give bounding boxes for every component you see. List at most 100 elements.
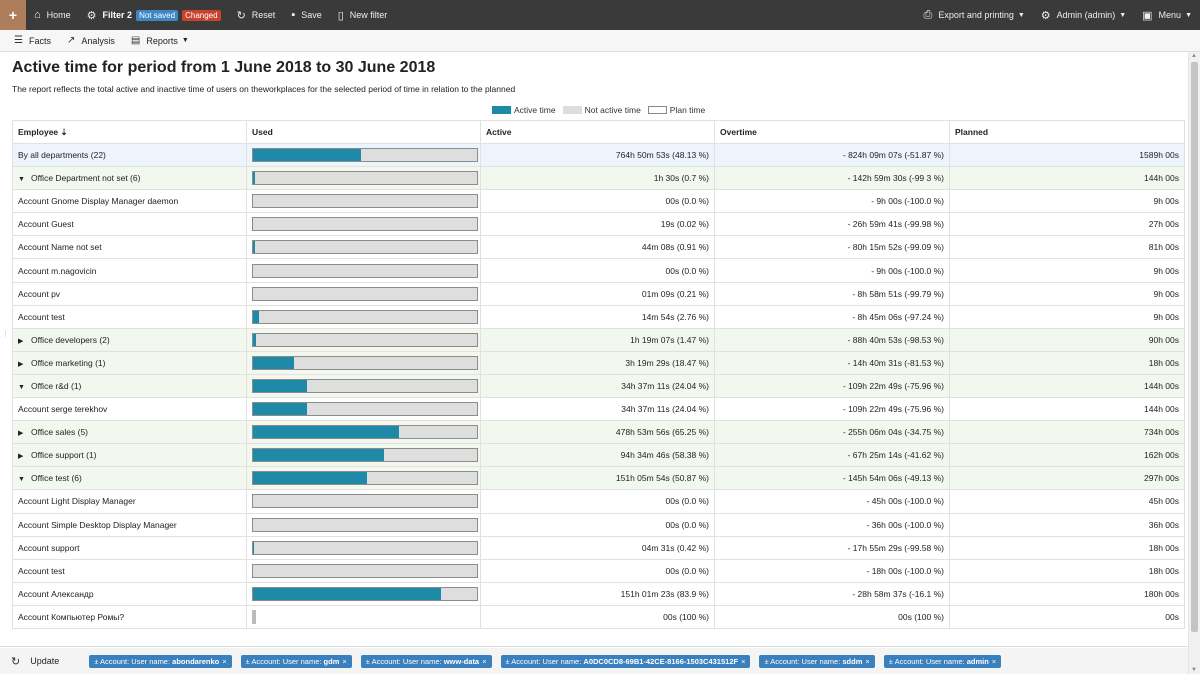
table-row: Account serge terekhov 34h 37m 11s (24.04… [12, 397, 1185, 422]
home-label: Home [46, 10, 71, 20]
employee-cell: ▼ Office Department not set (6) [12, 166, 247, 191]
planned-cell: 36h 00s [949, 512, 1185, 537]
overtime-cell: - 9h 00s (-100.0 %) [714, 258, 950, 283]
filter-chip-prefix: ± Account: User name: [365, 656, 444, 666]
expand-icon[interactable]: ▶ [18, 453, 24, 461]
table-row: Account test 14m 54s (2.76 %) - 8h 45m 06s… [12, 304, 1185, 329]
column-overtime[interactable]: Overtime [714, 120, 950, 144]
group-row[interactable]: ▶ Office marketing (1) 3h 19m 29s (18.47 %… [12, 350, 1185, 375]
active-cell: 00s (0.0 %) [480, 258, 715, 283]
group-row[interactable]: ▼ Office r&d (1) 34h 37m 11s (24.04 %) - 10… [12, 373, 1185, 399]
column-employee[interactable]: Employee ⇣ [12, 120, 247, 144]
used-cell [246, 604, 481, 629]
active-cell: 00s (0.0 %) [480, 558, 715, 583]
close-icon[interactable]: × [991, 656, 997, 666]
group-row[interactable]: ▶ Office developers (2) 1h 19m 07s (1.47 %… [12, 327, 1185, 352]
menu-label: Menu [1158, 10, 1182, 20]
used-bar [252, 563, 478, 578]
filter-chip[interactable]: ± Account: User name: sddm × [759, 654, 875, 668]
active-fill [253, 541, 254, 554]
active-fill [253, 172, 256, 185]
group-row[interactable]: ▼ Office test (6) 151h 05m 54s (50.87 %) - … [12, 466, 1185, 491]
column-used[interactable]: Used [246, 120, 481, 144]
planned-cell: 27h 00s [949, 212, 1185, 237]
resize-handle-icon[interactable]: ⋮ [2, 331, 9, 338]
overtime-cell: - 18h 00s (-100.0 %) [714, 558, 950, 583]
collapse-icon[interactable]: ▼ [18, 176, 25, 184]
used-bar [252, 402, 478, 417]
update-button[interactable]: ↻ Update [11, 655, 59, 668]
filter-chips: ± Account: User name: abondarenko × ± Acco… [89, 654, 1010, 668]
home-button[interactable]: ⌂ Home [26, 0, 79, 30]
scroll-thumb[interactable] [1191, 62, 1198, 632]
close-icon[interactable]: × [741, 656, 746, 666]
save-button[interactable]: ▪ Save [283, 0, 329, 30]
table-row: Account Guest 19s (0.02 %) - 26h 59m 41s (… [12, 212, 1185, 237]
main-menu[interactable]: ▣ Menu ▼ [1134, 0, 1200, 30]
planned-cell: 9h 00s [949, 258, 1185, 283]
reset-button[interactable]: ↻ Reset [229, 0, 284, 30]
expand-icon[interactable]: ▶ [18, 337, 24, 345]
tab-analysis[interactable]: ↗ Analysis [59, 30, 123, 52]
planned-cell: 18h 00s [949, 535, 1185, 560]
employee-name: Account Simple Desktop Display Manager [18, 519, 177, 530]
employee-name: Account test [18, 311, 65, 322]
filter-selector[interactable]: ⚙ Filter 2 Not saved Changed [79, 0, 229, 30]
employee-cell: Account test [12, 304, 247, 329]
group-row[interactable]: ▶ Office support (1) 94h 34m 46s (58.38 %)… [12, 443, 1185, 468]
overtime-cell: - 8h 45m 06s (-97.24 %) [714, 304, 950, 329]
new-filter-button[interactable]: ▯ New filter [330, 0, 396, 30]
employee-name: Account m.nagovicin [18, 265, 97, 276]
collapse-icon[interactable]: ▼ [18, 383, 25, 391]
page-subtitle: The report reflects the total active and… [12, 84, 516, 94]
reset-label: Reset [251, 10, 276, 20]
used-cell [246, 489, 481, 514]
expand-icon[interactable]: ▶ [18, 360, 24, 368]
table-row: Account pv 01m 09s (0.21 %) - 8h 58m 51s (… [12, 281, 1185, 306]
collapse-icon[interactable]: ▼ [18, 476, 25, 484]
filter-chip-prefix: ± Account: User name: [245, 656, 324, 666]
table-row: Account Компьютер Ромы? 00s (100 %) 00s (1… [12, 604, 1185, 629]
scroll-up-icon[interactable]: ▲ [1191, 53, 1197, 59]
column-planned[interactable]: Planned [949, 120, 1185, 144]
used-cell [246, 212, 481, 237]
active-cell: 14m 54s (2.76 %) [480, 304, 715, 329]
used-cell [246, 558, 481, 583]
filter-chip[interactable]: ± Account: User name: gdm × [240, 654, 352, 668]
employee-cell: Account Simple Desktop Display Manager [12, 512, 247, 537]
tab-reports[interactable]: ▤ Reports ▼ [123, 30, 197, 52]
used-bar [252, 171, 478, 186]
active-cell: 00s (0.0 %) [480, 512, 715, 537]
employee-name: Account Guest [18, 219, 74, 230]
export-printing-menu[interactable]: ⎙ Export and printing ▼ [916, 0, 1033, 30]
close-icon[interactable]: × [865, 656, 870, 666]
group-row[interactable]: ▶ Office sales (5) 478h 53m 56s (65.25 %) -… [12, 420, 1185, 445]
filter-chip[interactable]: ± Account: User name: A0DC0CD8-69B1-42CE… [500, 654, 751, 668]
close-icon[interactable]: × [342, 656, 347, 666]
filter-chip[interactable]: ± Account: User name: www-data × [360, 654, 492, 668]
active-fill [253, 356, 295, 369]
report-table: Employee ⇣ Used Active Overtime Planned … [12, 120, 1185, 629]
add-button[interactable]: + [0, 0, 26, 30]
user-menu[interactable]: ⚙ Admin (admin) ▼ [1033, 0, 1134, 30]
close-icon[interactable]: × [222, 656, 227, 666]
sort-icon[interactable]: ⇣ [60, 126, 68, 137]
column-active[interactable]: Active [480, 120, 715, 144]
reports-label: Reports [146, 35, 178, 46]
group-row[interactable]: ▼ Office Department not set (6) 1h 30s (0.… [12, 166, 1185, 191]
filter-chip-prefix: ± Account: User name: [94, 656, 173, 666]
planned-cell: 9h 00s [949, 189, 1185, 214]
employee-name: Account serge terekhov [18, 404, 108, 415]
active-cell: 34h 37m 11s (24.04 %) [480, 373, 715, 399]
vertical-scrollbar[interactable]: ▲ ▼ [1188, 52, 1200, 674]
filter-chip[interactable]: ± Account: User name: admin × [883, 654, 1002, 668]
tab-facts[interactable]: ☰ Facts [6, 30, 59, 52]
used-cell [246, 581, 481, 606]
planned-cell: 9h 00s [949, 281, 1185, 306]
employee-cell: ▼ Office test (6) [12, 466, 247, 491]
scroll-down-icon[interactable]: ▼ [1191, 667, 1197, 673]
expand-icon[interactable]: ▶ [18, 430, 24, 438]
close-icon[interactable]: × [482, 656, 487, 666]
overtime-cell: - 109h 22m 49s (-75.96 %) [714, 397, 950, 422]
filter-chip[interactable]: ± Account: User name: abondarenko × [89, 654, 232, 668]
